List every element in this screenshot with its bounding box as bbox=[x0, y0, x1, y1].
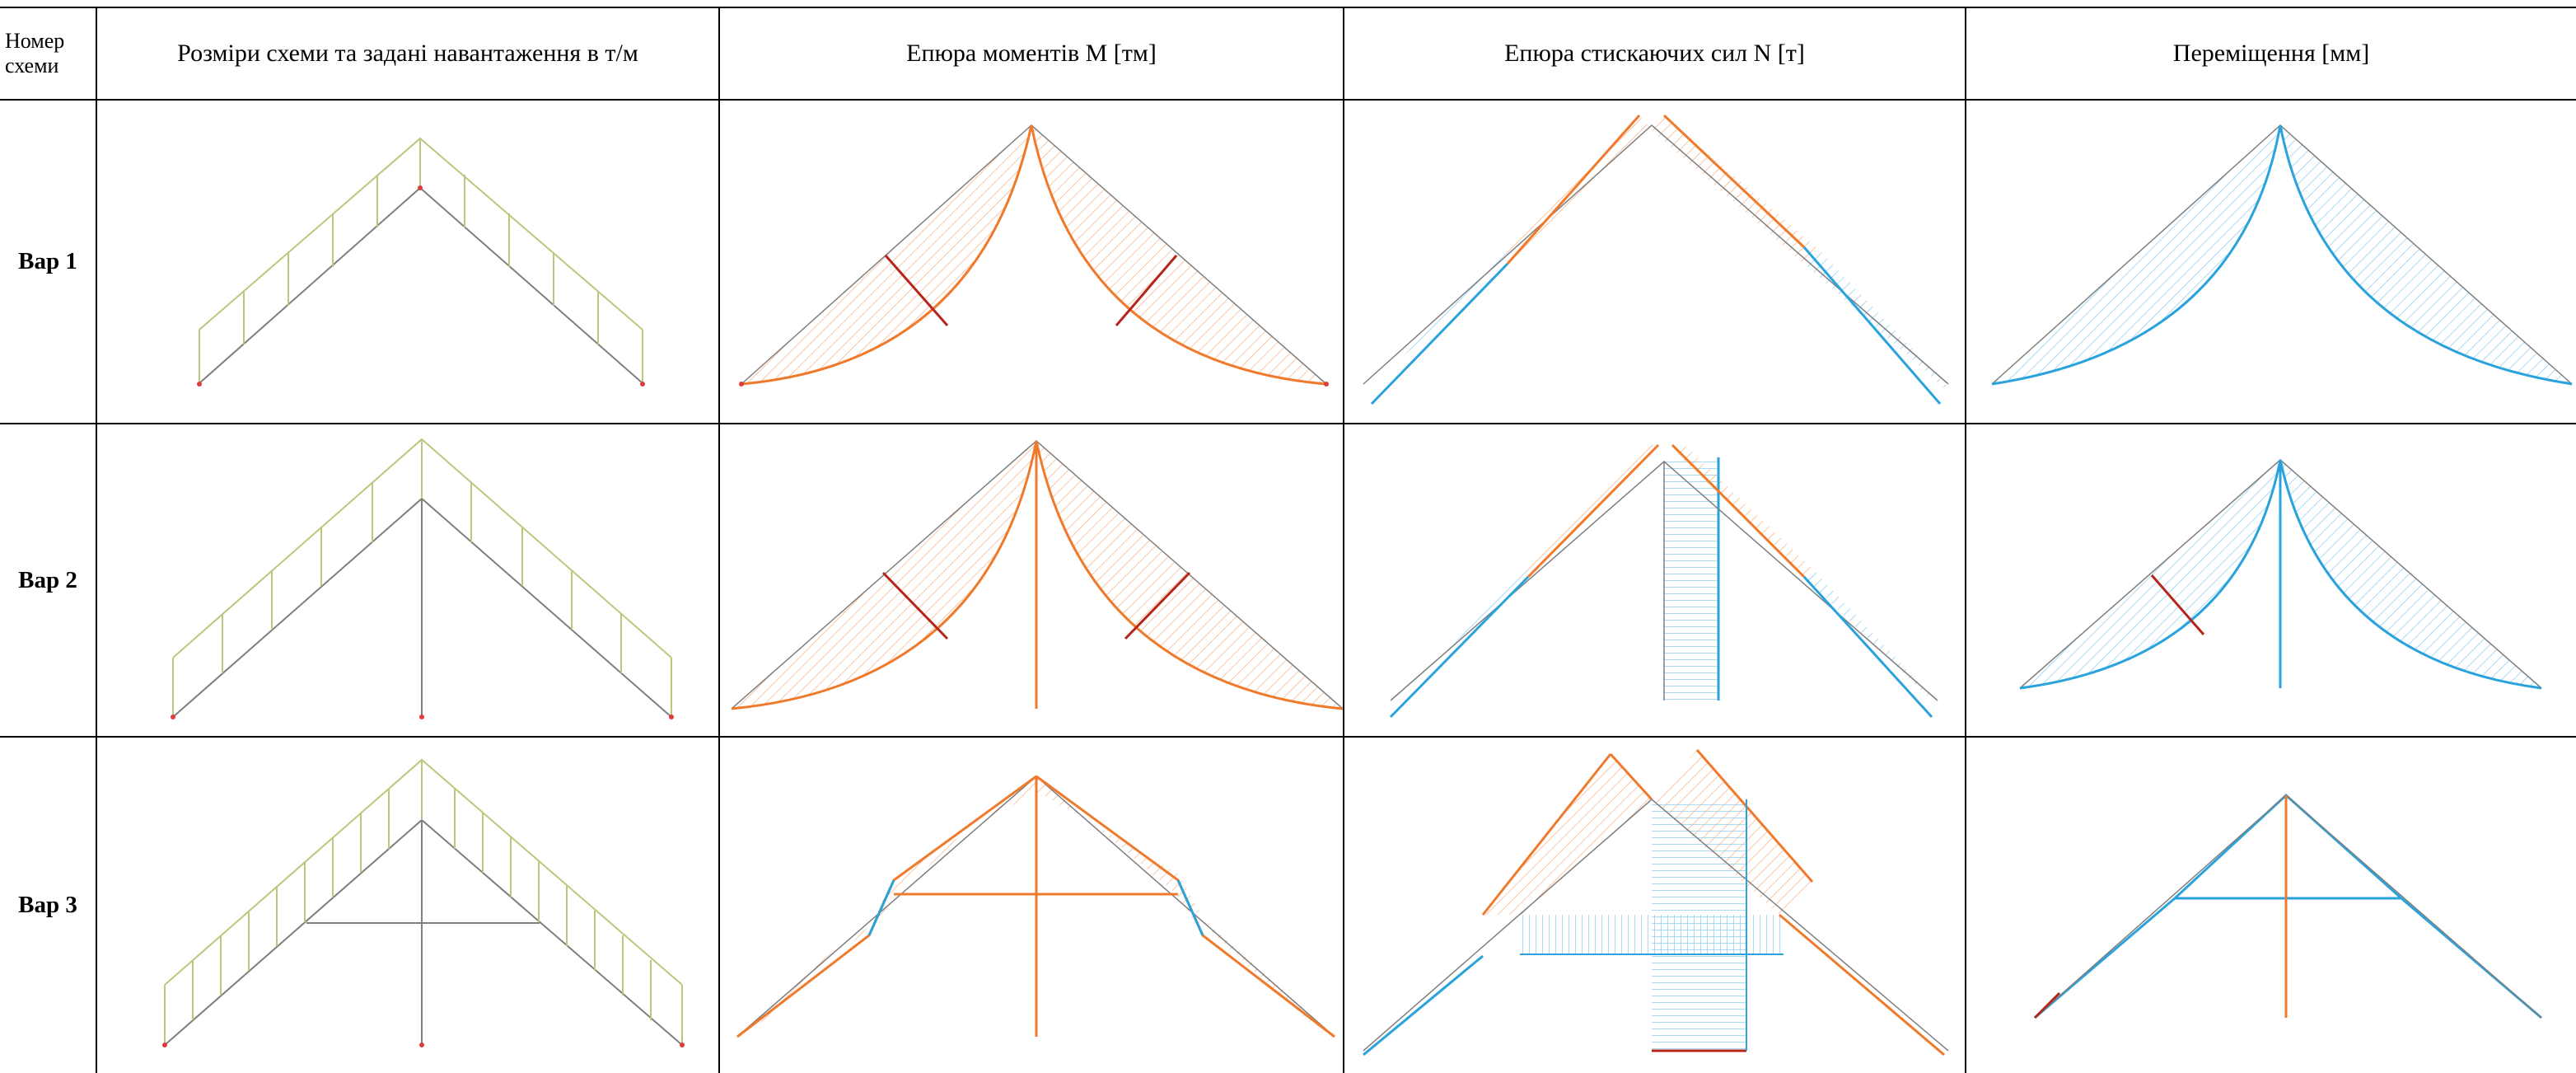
col-divider-4 bbox=[1965, 7, 1966, 1073]
scheme-var1 bbox=[197, 137, 645, 387]
header-scheme-number-line2: схеми bbox=[5, 54, 59, 77]
moment-diagram-var1 bbox=[739, 124, 1329, 387]
header-displacements: Переміщення [мм] bbox=[2172, 40, 2370, 67]
header-scheme-number-line1: Номер bbox=[5, 29, 65, 53]
displacement-diagram-var3 bbox=[2033, 793, 2542, 1019]
moment-diagram-var3 bbox=[736, 775, 1335, 1038]
header-moment-diagram: Епюра моментів M [тм] bbox=[906, 40, 1157, 67]
header-axial-force-diagram: Епюра стискаючих сил N [т] bbox=[1504, 40, 1805, 67]
axial-diagram-var2 bbox=[1389, 441, 1938, 719]
displacement-diagram-var2 bbox=[2019, 459, 2542, 690]
header-scheme-dimensions: Розміри схеми та задані навантаження в т… bbox=[177, 40, 638, 67]
axial-diagram-var1 bbox=[1363, 114, 1949, 405]
table-top-border bbox=[0, 7, 2576, 8]
moment-diagram-var2 bbox=[731, 440, 1344, 710]
scheme-var2 bbox=[171, 438, 674, 719]
col-divider-3 bbox=[1343, 7, 1344, 1073]
header-bottom-border bbox=[0, 99, 2576, 101]
row-label-var2: Вар 2 bbox=[18, 566, 77, 593]
axial-diagram-var3 bbox=[1363, 749, 1949, 1057]
displacement-diagram-var1 bbox=[1991, 124, 2573, 386]
row-divider-2 bbox=[0, 736, 2576, 738]
col-divider-2 bbox=[718, 7, 720, 1073]
col-divider-1 bbox=[96, 7, 97, 1073]
row-label-var1: Вар 1 bbox=[18, 248, 77, 274]
row-label-var3: Вар 3 bbox=[18, 892, 77, 918]
scheme-var3 bbox=[162, 758, 685, 1047]
header-scheme-number: Номер схеми bbox=[0, 8, 97, 99]
row-divider-1 bbox=[0, 423, 2576, 424]
